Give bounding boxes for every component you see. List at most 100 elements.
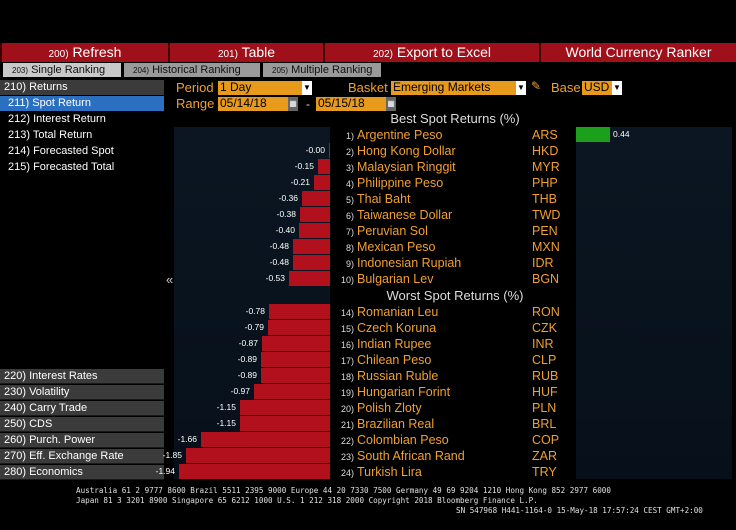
currency-row-czk[interactable]: 15) Czech Koruna (338, 320, 436, 337)
rank-number: 10) (340, 275, 354, 285)
best-returns-title: Best Spot Returns (%) (390, 111, 520, 126)
currency-row-pln[interactable]: 20) Polish Zloty (338, 400, 422, 417)
currency-name: Indonesian Rupiah (357, 256, 462, 270)
period-dropdown[interactable]: 1 Day (218, 81, 302, 95)
currency-row-myr[interactable]: 3) Malaysian Ringgit (338, 159, 456, 176)
return-bar (254, 384, 330, 399)
table-label: Table (241, 44, 276, 60)
return-bar (240, 400, 330, 415)
sidebar-item-forecasted-spot[interactable]: 214) Forecasted Spot (0, 144, 164, 159)
currency-row-ars[interactable]: 1) Argentine Peso (338, 127, 443, 144)
footer-line-1: Australia 61 2 9777 8600 Brazil 5511 239… (76, 486, 611, 495)
sidebar-item-economics[interactable]: 280) Economics (0, 465, 164, 480)
sidebar-item-cds[interactable]: 250) CDS (0, 417, 164, 432)
sidebar-item-volatility[interactable]: 230) Volatility (0, 385, 164, 400)
currency-row-try[interactable]: 24) Turkish Lira (338, 464, 422, 481)
return-value-label: -0.79 (244, 322, 264, 332)
sidebar-item-interest-rates[interactable]: 220) Interest Rates (0, 369, 164, 384)
return-value-label: -0.87 (238, 338, 258, 348)
return-bar (302, 191, 330, 206)
tab-historical-ranking[interactable]: 204) Historical Ranking (124, 63, 260, 77)
currency-code: TRY (532, 465, 557, 479)
rank-number: 14) (340, 308, 354, 318)
export-excel-button[interactable]: 202) Export to Excel (325, 43, 539, 62)
base-currency-dropdown[interactable]: USD (582, 81, 612, 95)
sidebar-item-returns[interactable]: 210) Returns (0, 80, 164, 95)
currency-row-inr[interactable]: 16) Indian Rupee (338, 336, 431, 353)
app-title: World Currency Ranker (541, 43, 736, 62)
currency-row-ron[interactable]: 14) Romanian Leu (338, 304, 438, 321)
currency-row-bgn[interactable]: 10) Bulgarian Lev (338, 271, 433, 288)
table-button[interactable]: 201) Table (170, 43, 323, 62)
pencil-icon[interactable]: ✎ (531, 79, 542, 93)
return-value-label: -1.15 (216, 402, 236, 412)
sidebar-item-spot-return[interactable]: 211) Spot Return (0, 96, 164, 111)
currency-row-twd[interactable]: 6) Taiwanese Dollar (338, 207, 452, 224)
collapse-sidebar-button[interactable]: « (166, 272, 174, 287)
currency-row-pen[interactable]: 7) Peruvian Sol (338, 223, 428, 240)
currency-row-zar[interactable]: 23) South African Rand (338, 448, 465, 465)
calendar-start-icon[interactable]: ▦ (288, 97, 298, 111)
basket-chevron-down-icon[interactable]: ▼ (516, 81, 526, 95)
currency-row-mxn[interactable]: 8) Mexican Peso (338, 239, 436, 256)
currency-name: Mexican Peso (357, 240, 436, 254)
currency-row-brl[interactable]: 21) Brazilian Real (338, 416, 434, 433)
currency-row-hkd[interactable]: 2) Hong Kong Dollar (338, 143, 456, 160)
range-start-date[interactable]: 05/14/18 (218, 97, 288, 111)
currency-row-cop[interactable]: 22) Colombian Peso (338, 432, 449, 449)
rank-number: 16) (340, 340, 354, 350)
currency-code: HKD (532, 144, 559, 158)
calendar-end-icon[interactable]: ▦ (386, 97, 396, 111)
currency-code: TWD (532, 208, 561, 222)
return-bar (262, 336, 330, 351)
currency-code: PHP (532, 176, 558, 190)
currency-name: Brazilian Real (357, 417, 435, 431)
return-value-label: -0.38 (276, 209, 296, 219)
currency-row-rub[interactable]: 18) Russian Ruble (338, 368, 438, 385)
return-bar (179, 464, 330, 479)
currency-row-idr[interactable]: 9) Indonesian Rupiah (338, 255, 461, 272)
range-end-date[interactable]: 05/15/18 (316, 97, 386, 111)
rank-number: 8) (345, 243, 354, 253)
currency-name: Taiwanese Dollar (357, 208, 453, 222)
currency-code: RUB (532, 369, 559, 383)
return-bar (300, 207, 330, 222)
currency-row-thb[interactable]: 5) Thai Baht (338, 191, 411, 208)
return-value-label: -0.21 (290, 177, 310, 187)
return-bar (318, 159, 330, 174)
basket-dropdown[interactable]: Emerging Markets (391, 81, 516, 95)
sidebar-item-forecasted-total[interactable]: 215) Forecasted Total (0, 160, 164, 175)
range-separator: - (306, 97, 310, 111)
currency-code: HUF (532, 385, 558, 399)
return-value-label: -1.15 (216, 418, 236, 428)
currency-name: Chilean Peso (357, 353, 432, 367)
return-bar (293, 255, 330, 270)
sidebar-item-purch-power[interactable]: 260) Purch. Power (0, 433, 164, 448)
return-bar (329, 143, 330, 158)
tab-single-ranking[interactable]: 203) Single Ranking (3, 63, 121, 77)
return-value-label: -0.40 (275, 225, 295, 235)
worst-returns-title: Worst Spot Returns (%) (386, 288, 524, 303)
currency-code: ARS (532, 128, 558, 142)
currency-name: Peruvian Sol (357, 224, 428, 238)
currency-row-huf[interactable]: 19) Hungarian Forint (338, 384, 450, 401)
base-chevron-down-icon[interactable]: ▼ (612, 81, 622, 95)
sidebar-item-eff-exchange-rate[interactable]: 270) Eff. Exchange Rate (0, 449, 164, 464)
sidebar-item-interest-return[interactable]: 212) Interest Return (0, 112, 164, 127)
sidebar-item-carry-trade[interactable]: 240) Carry Trade (0, 401, 164, 416)
currency-name: Romanian Leu (357, 305, 439, 319)
currency-code: PEN (532, 224, 558, 238)
period-chevron-down-icon[interactable]: ▼ (302, 81, 312, 95)
period-label: Period (176, 80, 214, 95)
tab-multiple-ranking[interactable]: 205) Multiple Ranking (263, 63, 381, 77)
currency-row-clp[interactable]: 17) Chilean Peso (338, 352, 431, 369)
currency-code: ZAR (532, 449, 557, 463)
return-value-label: -1.66 (177, 434, 197, 444)
base-label: Base (551, 80, 581, 95)
refresh-button[interactable]: 200) Refresh (2, 43, 168, 62)
return-bar (268, 320, 330, 335)
currency-row-php[interactable]: 4) Philippine Peso (338, 175, 443, 192)
currency-code: CLP (532, 353, 557, 367)
sidebar-item-total-return[interactable]: 213) Total Return (0, 128, 164, 143)
return-bar (201, 432, 330, 447)
